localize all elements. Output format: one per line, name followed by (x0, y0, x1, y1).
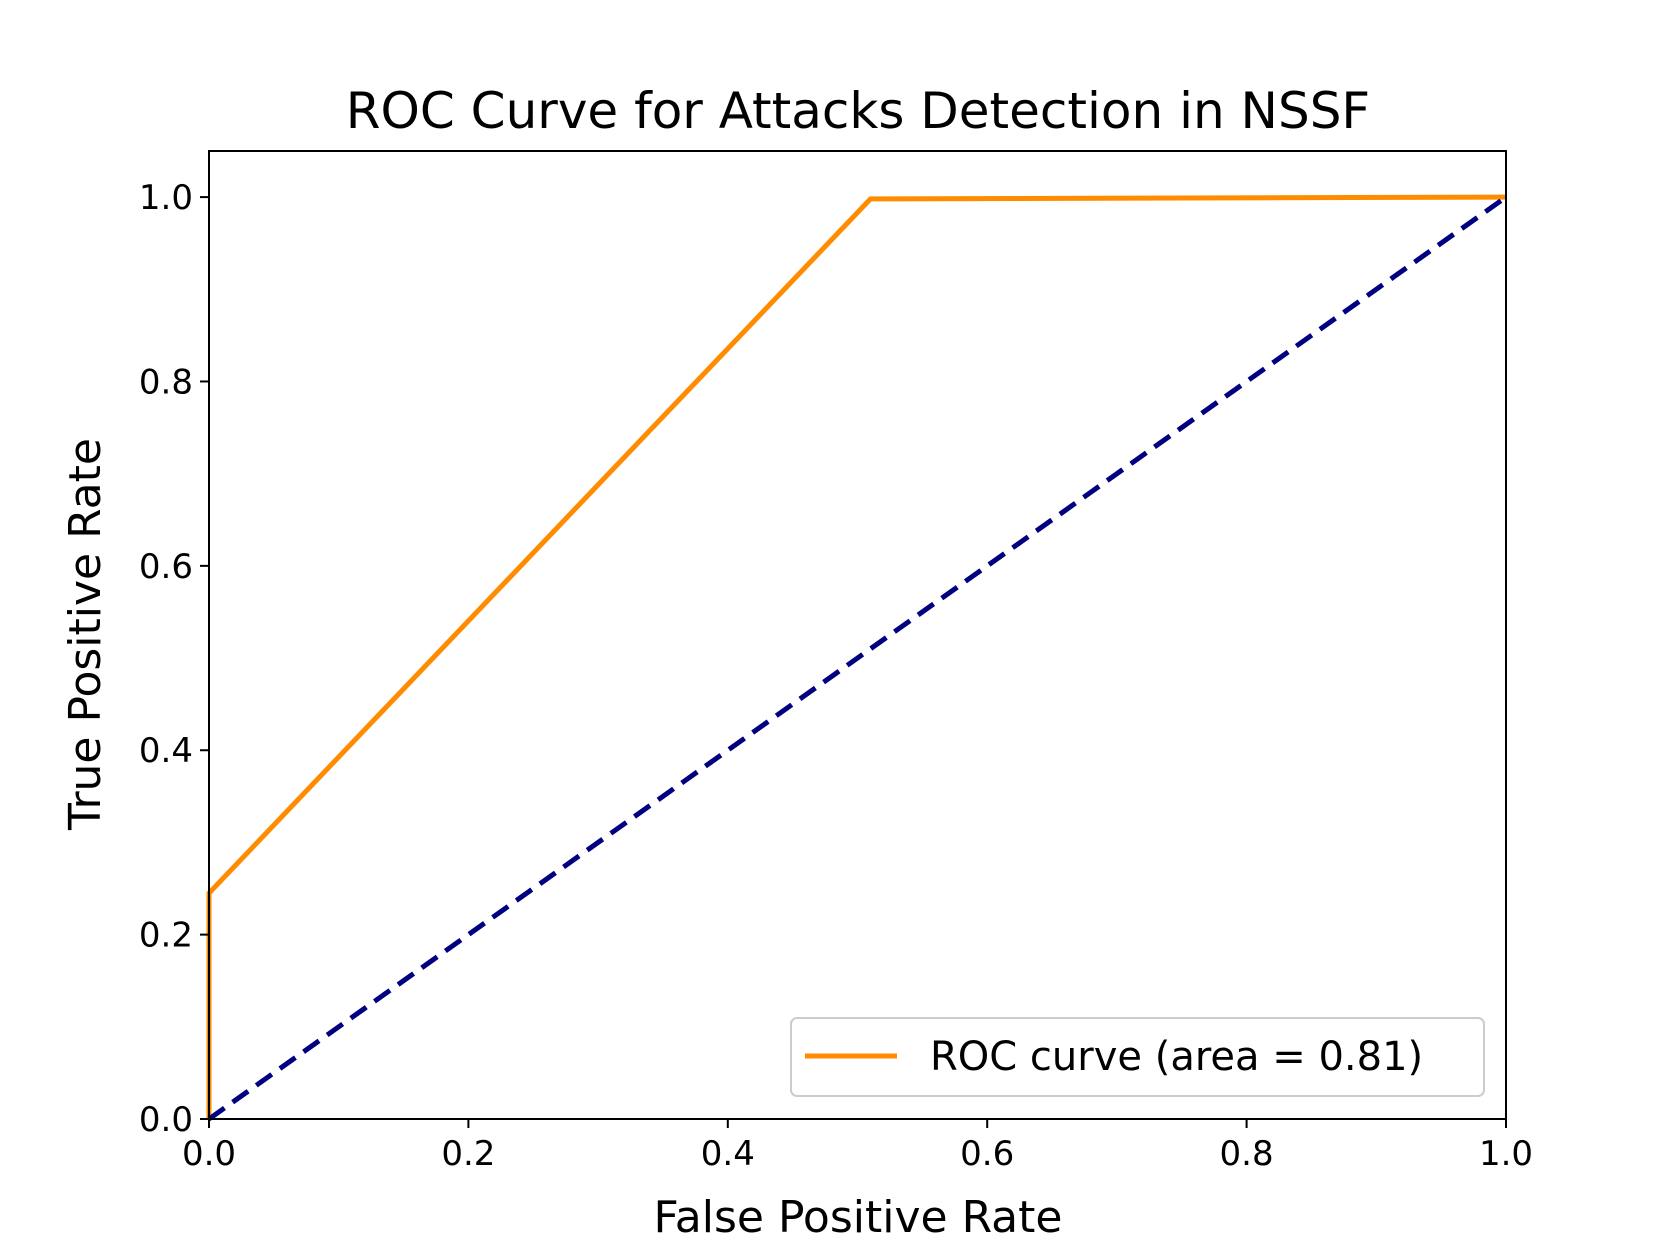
legend: ROC curve (area = 0.81) (790, 1017, 1485, 1097)
y-axis-label: True Positive Rate (60, 438, 111, 831)
y-tick-label: 0.2 (139, 916, 193, 956)
y-tick-label: 0.6 (139, 547, 193, 587)
y-tick-label: 0.4 (139, 731, 193, 771)
x-tick-label: 0.4 (701, 1134, 755, 1174)
chart-title: ROC Curve for Attacks Detection in NSSF (346, 82, 1370, 140)
y-tick-label: 0.8 (139, 362, 193, 402)
x-tick-label: 0.8 (1220, 1134, 1274, 1174)
y-tick-label: 0.0 (139, 1100, 193, 1140)
x-tick-label: 1.0 (1479, 1134, 1533, 1174)
x-tick-label: 0.6 (960, 1134, 1014, 1174)
chance-diagonal-line (207, 195, 1508, 1122)
axes-frame (208, 150, 1507, 1120)
plot-area (206, 194, 1508, 1122)
x-axis-ticks: 0.0 0.2 0.4 0.6 0.8 1.0 (182, 1119, 1533, 1174)
y-tick-label: 1.0 (139, 178, 193, 218)
x-tick-label: 0.0 (182, 1134, 236, 1174)
legend-box (790, 1017, 1485, 1097)
legend-label-roc-curve: ROC curve (area = 0.81) (930, 1034, 1423, 1080)
x-tick-label: 0.2 (441, 1134, 495, 1174)
y-axis-ticks: 0.0 0.2 0.4 0.6 0.8 1.0 (139, 178, 209, 1140)
x-axis-label: False Positive Rate (654, 1192, 1063, 1243)
